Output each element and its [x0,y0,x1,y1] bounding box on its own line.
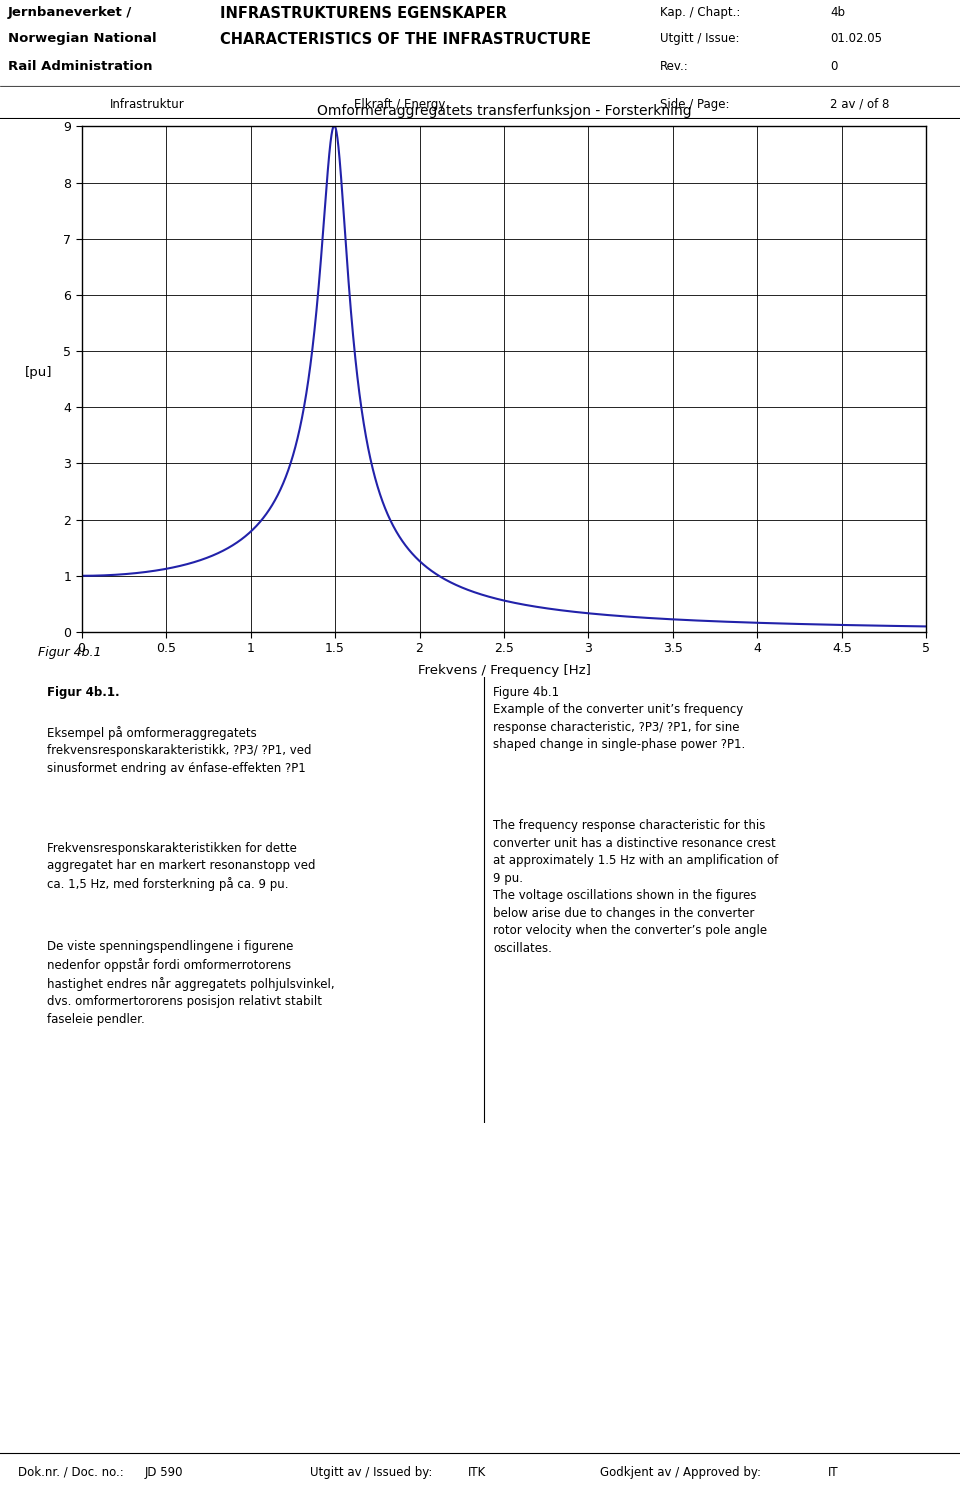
Text: Dok.nr. / Doc. no.:: Dok.nr. / Doc. no.: [18,1466,124,1478]
Text: Utgitt av / Issued by:: Utgitt av / Issued by: [310,1466,432,1478]
Text: INFRASTRUKTURENS EGENSKAPER: INFRASTRUKTURENS EGENSKAPER [220,6,507,21]
Text: Rail Administration: Rail Administration [8,61,153,73]
Text: The frequency response characteristic for this
converter unit has a distinctive : The frequency response characteristic fo… [493,819,779,955]
Text: ITK: ITK [468,1466,487,1478]
Text: Rev.:: Rev.: [660,61,688,73]
Text: Norwegian National: Norwegian National [8,31,156,45]
Text: 01.02.05: 01.02.05 [830,31,882,45]
Text: De viste spenningspendlingene i figurene
nedenfor oppstår fordi omformerrotorens: De viste spenningspendlingene i figurene… [47,940,335,1026]
X-axis label: Frekvens / Frequency [Hz]: Frekvens / Frequency [Hz] [418,663,590,677]
Text: Jernbaneverket /: Jernbaneverket / [8,6,132,19]
Text: Elkraft / Energy: Elkraft / Energy [354,98,445,110]
Text: IT: IT [828,1466,839,1478]
Text: Side / Page:: Side / Page: [660,98,730,110]
Text: 2 av / of 8: 2 av / of 8 [830,98,889,110]
Text: Figur 4b.1.: Figur 4b.1. [47,686,120,699]
Text: Infrastruktur: Infrastruktur [110,98,184,110]
Text: Utgitt / Issue:: Utgitt / Issue: [660,31,739,45]
Title: Omformeraggregatets transferfunksjon - Forsterkning: Omformeraggregatets transferfunksjon - F… [317,104,691,119]
Text: Figur 4b.1: Figur 4b.1 [38,647,102,659]
Text: JD 590: JD 590 [145,1466,183,1478]
Text: 0: 0 [830,61,837,73]
Y-axis label: [pu]: [pu] [24,366,52,379]
Text: Figure 4b.1
Example of the converter unit’s frequency
response characteristic, ?: Figure 4b.1 Example of the converter uni… [493,686,746,751]
Text: Godkjent av / Approved by:: Godkjent av / Approved by: [600,1466,761,1478]
Text: Kap. / Chapt.:: Kap. / Chapt.: [660,6,740,19]
Text: CHARACTERISTICS OF THE INFRASTRUCTURE: CHARACTERISTICS OF THE INFRASTRUCTURE [220,31,591,46]
Text: Eksempel på omformeraggregatets
frekvensresponskarakteristikk, ?P3/ ?P1, ved
sin: Eksempel på omformeraggregatets frekvens… [47,726,312,775]
Text: 4b: 4b [830,6,845,19]
Text: Frekvensresponskarakteristikken for dette
aggregatet har en markert resonanstopp: Frekvensresponskarakteristikken for dett… [47,842,316,891]
